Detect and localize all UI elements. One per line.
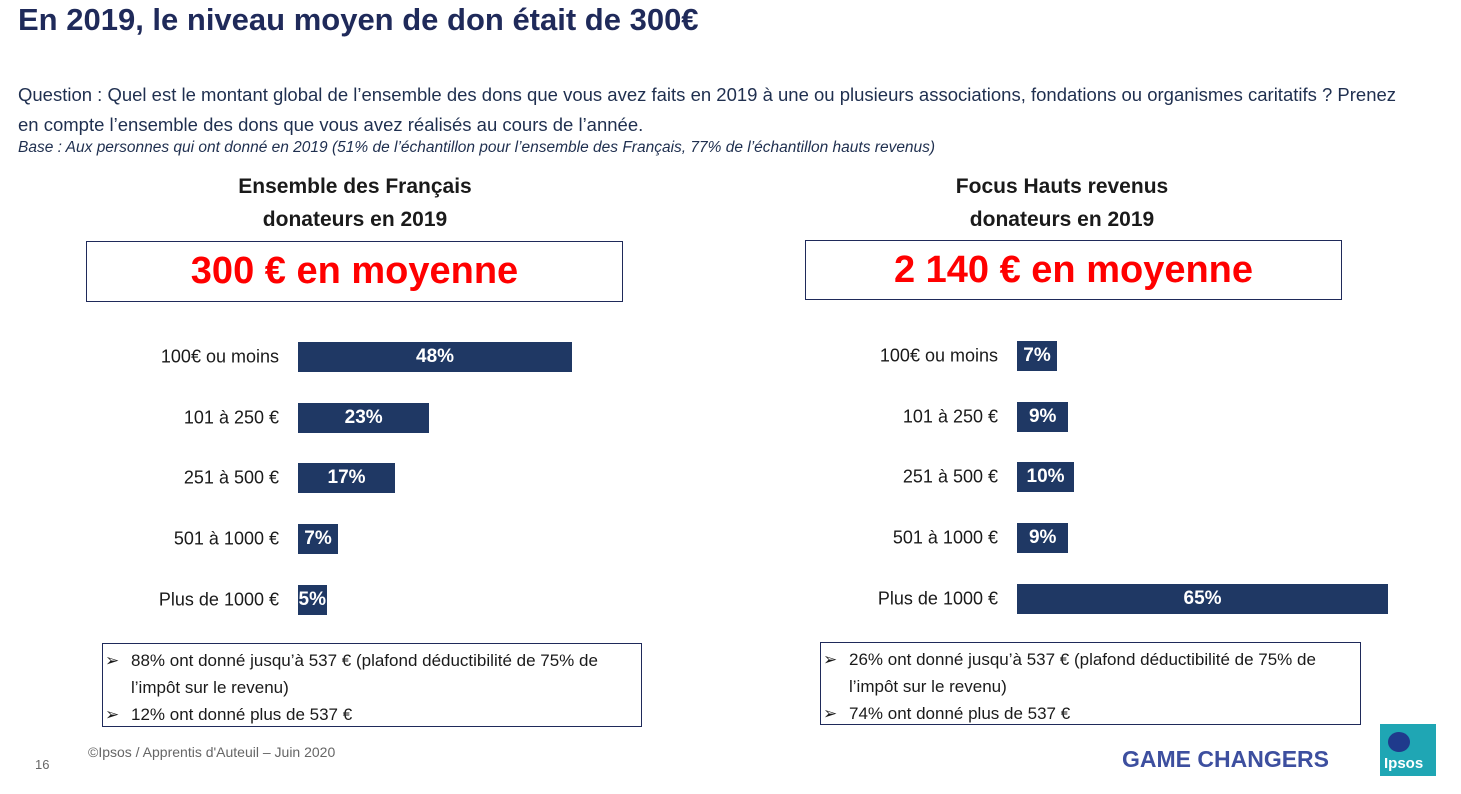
value-label: 65% [1183, 587, 1222, 609]
note: 12% ont donné plus de 537 € [105, 701, 633, 728]
category-label: 251 à 500 € [183, 467, 279, 488]
chart-title: Focus Hauts revenus [955, 175, 1169, 198]
headline: 2 140 € en moyenne [805, 240, 1342, 300]
bar [298, 584, 327, 615]
category-label: 101 à 250 € [902, 406, 998, 427]
notes-box: 26% ont donné jusqu’à 537 € (plafond déd… [820, 642, 1361, 727]
category-label: 100€ ou moins [160, 346, 279, 367]
notes-box: 88% ont donné jusqu’à 537 € (plafond déd… [102, 643, 642, 728]
note: 88% ont donné jusqu’à 537 € (plafond déd… [105, 647, 633, 701]
base-note: Base : Aux personnes qui ont donné en 20… [18, 139, 936, 156]
value-label: 23% [344, 406, 383, 428]
page-number: 16 [35, 757, 50, 772]
bar [1017, 401, 1069, 432]
bar [298, 402, 430, 433]
category-label: 251 à 500 € [902, 466, 998, 487]
value-label: 48% [416, 346, 455, 367]
tagline: GAME CHANGERS [1122, 746, 1330, 772]
bar [1017, 583, 1389, 614]
chart-title: Ensemble des Français [238, 175, 472, 198]
note: 74% ont donné plus de 537 € [823, 700, 1352, 727]
category-label: Plus de 1000 € [158, 589, 279, 610]
slide-title: En 2019, le niveau moyen de don était de… [18, 2, 699, 37]
category-label: 100€ ou moins [879, 345, 998, 366]
chart-title: donateurs en 2019 [969, 208, 1155, 231]
category-label: 501 à 1000 € [173, 528, 279, 549]
value-label: 7% [304, 528, 332, 550]
logo: Ipsos [1380, 724, 1436, 776]
bar [1017, 523, 1069, 554]
logo-text: Ipsos [1384, 755, 1424, 772]
bar [1017, 462, 1075, 493]
note: 26% ont donné jusqu’à 537 € (plafond déd… [823, 646, 1352, 700]
logo-mark [1388, 732, 1410, 752]
category-label: 101 à 250 € [183, 407, 279, 428]
value-label: 9% [1028, 527, 1057, 549]
bar [298, 463, 396, 494]
category-label: 501 à 1000 € [892, 527, 998, 548]
value-label: 9% [1028, 405, 1057, 427]
value-label: 17% [327, 467, 366, 489]
value-label: 5% [298, 588, 326, 610]
bar [298, 342, 573, 372]
question: Question : Quel est le montant global de… [18, 84, 1397, 135]
bar [298, 524, 338, 555]
headline: 300 € en moyenne [86, 241, 623, 302]
copyright: ©Ipsos / Apprentis d'Auteuil – Juin 2020 [88, 744, 336, 760]
value-label: 10% [1026, 466, 1065, 488]
bar [1017, 341, 1057, 371]
chart-title: donateurs en 2019 [262, 208, 448, 231]
category-label: Plus de 1000 € [877, 588, 998, 609]
value-label: 7% [1023, 345, 1051, 366]
